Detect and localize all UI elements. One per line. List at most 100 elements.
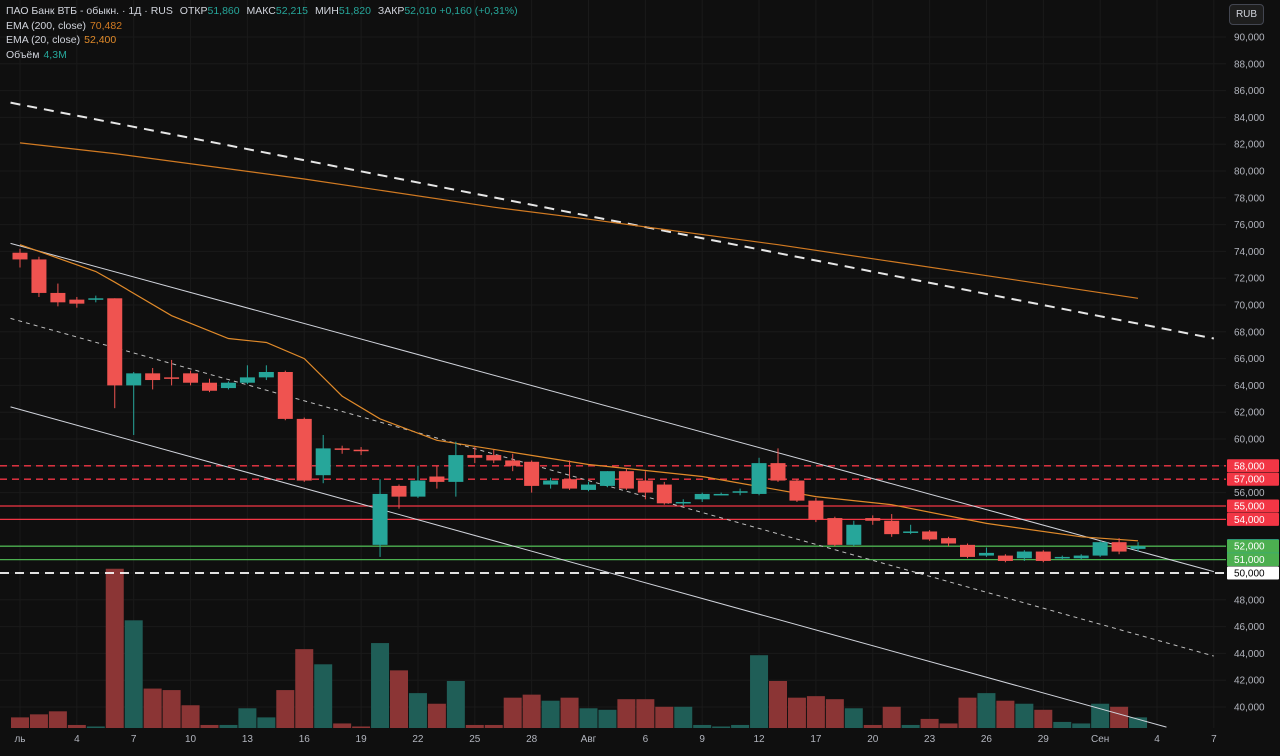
- volume-bar: [636, 699, 655, 728]
- time-tick-label: 7: [131, 734, 137, 745]
- volume-bar: [295, 649, 314, 728]
- candle-body: [770, 463, 786, 481]
- candle-body: [997, 555, 1013, 561]
- candle-body: [1092, 542, 1108, 556]
- price-tick-label: 56,000: [1234, 488, 1265, 499]
- candle-body: [315, 448, 331, 476]
- trendline[interactable]: [10, 101, 1215, 340]
- price-label-text: 54,000: [1234, 515, 1265, 526]
- candle-body: [884, 520, 900, 535]
- time-tick-label: 22: [412, 734, 424, 745]
- candle-body: [675, 501, 691, 504]
- currency-button[interactable]: RUB: [1229, 4, 1264, 25]
- volume-bar: [806, 696, 825, 728]
- volume-bar: [1034, 709, 1053, 728]
- legend-ema200-row[interactable]: EMA (200, close) 70,482: [6, 19, 518, 34]
- candle-body: [562, 479, 578, 489]
- trendline[interactable]: [10, 242, 1214, 573]
- volume-bar: [787, 697, 806, 728]
- volume-bar: [181, 705, 200, 728]
- candle-body: [486, 455, 502, 461]
- candle-body: [202, 382, 217, 391]
- volume-bar: [712, 726, 731, 728]
- volume-bar: [579, 708, 598, 728]
- candle-body: [903, 531, 919, 533]
- volume-bar: [143, 688, 162, 728]
- candle-body: [505, 460, 521, 466]
- candle-body: [656, 484, 672, 504]
- volume-bar: [11, 717, 29, 728]
- candle-body: [239, 377, 255, 383]
- price-tick-label: 76,000: [1234, 220, 1265, 231]
- chart-legend: ПАО Банк ВТБ - обыкн. · 1Д · RUS ОТКР51,…: [6, 4, 518, 62]
- volume-bar: [390, 670, 408, 728]
- close-value: 52,010: [404, 5, 437, 17]
- price-label-text: 52,000: [1234, 542, 1265, 553]
- price-label-box: [1227, 566, 1279, 580]
- price-tick-label: 72,000: [1234, 274, 1265, 285]
- volume-bar: [1072, 723, 1091, 728]
- candle-body: [69, 299, 85, 304]
- time-tick-label: 20: [867, 734, 879, 745]
- candle-body: [524, 461, 540, 486]
- price-tick-label: 64,000: [1234, 381, 1265, 392]
- legend-ema20-row[interactable]: EMA (20, close) 52,400: [6, 33, 518, 48]
- price-tick-label: 44,000: [1234, 649, 1265, 660]
- candle-body: [1016, 551, 1032, 559]
- price-label-box: [1227, 499, 1279, 513]
- volume-bar: [484, 724, 503, 728]
- candle-body: [12, 252, 28, 260]
- symbol-title[interactable]: ПАО Банк ВТБ - обыкн. · 1Д · RUS: [6, 5, 173, 17]
- price-tick-label: 46,000: [1234, 622, 1265, 633]
- time-axis[interactable]: ль 4 7 10 13 16 19 22 25 28 Авг 6 9 12 17 20 23 26 29 Сен 4 7: [14, 734, 1217, 745]
- candles: [12, 248, 1146, 563]
- time-tick-label: Авг: [581, 734, 597, 745]
- price-tick-label: 62,000: [1234, 408, 1265, 419]
- volume-bar: [352, 726, 371, 728]
- price-tick-label: 80,000: [1234, 167, 1265, 178]
- candle-body: [1035, 551, 1051, 561]
- volume-bar: [1015, 703, 1034, 728]
- volume-bar: [844, 708, 863, 728]
- volume-bar: [257, 717, 276, 728]
- ema20-label[interactable]: EMA (20, close): [6, 34, 81, 46]
- volume-bar: [124, 620, 143, 728]
- volume-bar: [48, 711, 67, 728]
- price-tick-label: 82,000: [1234, 140, 1265, 151]
- trendlines[interactable]: [10, 101, 1215, 728]
- price-tick-label: 84,000: [1234, 113, 1265, 124]
- price-tick-label: 40,000: [1234, 703, 1265, 714]
- candle-body: [637, 480, 653, 493]
- candle-body: [145, 373, 161, 381]
- ema200-label[interactable]: EMA (200, close): [6, 19, 86, 32]
- open-value: 51,860: [207, 5, 240, 17]
- candle-body: [1111, 542, 1127, 552]
- candle-body: [1054, 556, 1070, 559]
- price-tick-label: 66,000: [1234, 354, 1265, 365]
- volume-bar: [522, 694, 541, 728]
- legend-volume-row[interactable]: Объём 4,3M: [6, 48, 518, 63]
- price-label-text: 57,000: [1234, 475, 1265, 486]
- volume-label[interactable]: Объём: [6, 48, 40, 61]
- candle-body: [581, 484, 596, 490]
- volume-bar: [920, 718, 939, 728]
- candle-body: [296, 418, 312, 481]
- price-label-text: 55,000: [1234, 502, 1265, 513]
- volume-bar: [276, 690, 295, 728]
- volume-bar: [598, 709, 617, 728]
- price-tick-label: 86,000: [1234, 86, 1265, 97]
- candle-body: [808, 500, 824, 520]
- volume-bar: [901, 724, 920, 728]
- legend-symbol-row[interactable]: ПАО Банк ВТБ - обыкн. · 1Д · RUS ОТКР51,…: [6, 4, 518, 19]
- volume-bar: [1129, 717, 1148, 728]
- trendline[interactable]: [10, 317, 1214, 657]
- price-tick-label: 48,000: [1234, 595, 1265, 606]
- time-tick-label: 4: [74, 734, 80, 745]
- trendline[interactable]: [10, 406, 1167, 728]
- volume-bar: [977, 693, 996, 728]
- volume-bar: [655, 706, 674, 728]
- time-tick-label: 16: [299, 734, 311, 745]
- close-label: ЗАКР: [377, 5, 405, 17]
